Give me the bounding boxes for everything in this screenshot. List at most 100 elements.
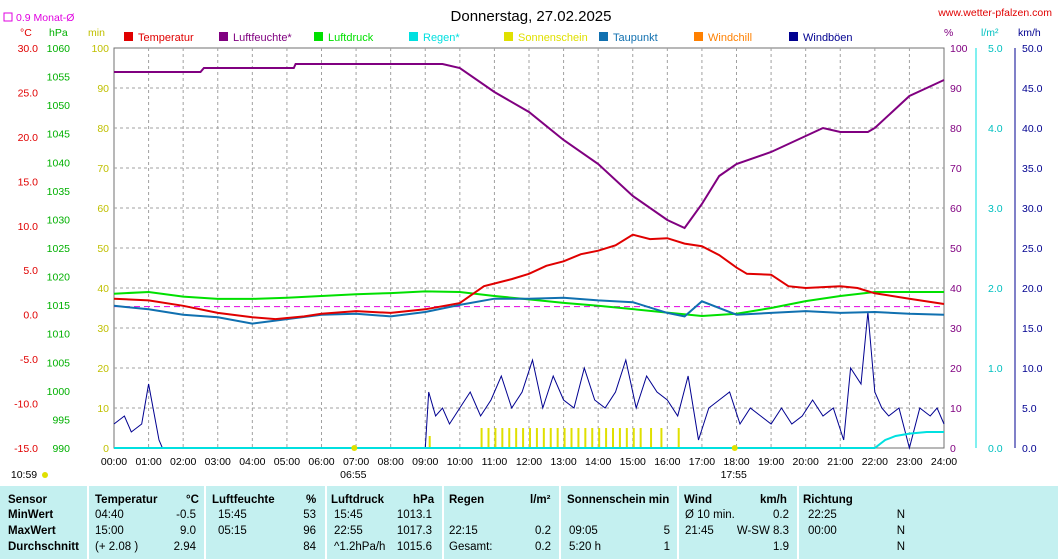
series-line-regen (114, 431, 944, 449)
chart-legend: Temperatur Luftfeuchte* Luftdruck Regen* Son… (124, 32, 853, 44)
sunshine-bar (625, 428, 628, 448)
press-tick: 1035 (47, 186, 71, 198)
stats-cell-dir-val: N (896, 525, 905, 537)
hum-tick: 100 (950, 43, 968, 55)
stats-header-sensor: Sensor (8, 494, 47, 506)
wind-tick: 50.0 (1022, 43, 1043, 55)
sun-tick: 60 (97, 203, 109, 215)
wind-tick: 30.0 (1022, 203, 1043, 215)
temp-tick: -5.0 (20, 354, 38, 366)
sunshine-bar (529, 428, 531, 448)
x-tick: 09:00 (412, 456, 438, 468)
sunshine-bar (556, 428, 559, 448)
stats-cell-press-val: 1015.6 (396, 541, 432, 553)
x-tick: 06:00 (308, 456, 334, 468)
press-tick: 1000 (47, 386, 71, 398)
temp-tick: 0.0 (23, 310, 38, 322)
legend-label: Windchill (708, 32, 752, 44)
sunshine-bar (584, 428, 587, 448)
wind-tick: 25.0 (1022, 243, 1043, 255)
stats-header-sun: Sonnenschein min (567, 494, 670, 506)
sunshine-bar (591, 428, 594, 448)
rain-tick: 1.0 (988, 363, 1003, 375)
stats-cell-dir-time: 22:25 (808, 509, 837, 521)
series-line-windben (113, 311, 945, 450)
chart-title: Donnerstag, 27.02.2025 (451, 8, 612, 25)
sunshine-bar (605, 428, 608, 448)
stats-cell-wind-val: 0.2 (773, 509, 789, 521)
site-link[interactable]: www.wetter-pfalzen.com (937, 7, 1052, 19)
stats-cell-sun-time: 09:05 (569, 525, 598, 537)
temp-tick: 30.0 (18, 43, 39, 55)
avg-legend-box (3, 12, 13, 22)
stats-cell-dir-time: 00:00 (808, 525, 837, 537)
series-line-temperatur (113, 233, 945, 321)
x-tick: 00:00 (101, 456, 127, 468)
x-tick: 14:00 (585, 456, 611, 468)
stats-cell-sun-time: 5:20 h (569, 541, 601, 553)
hum-tick: 10 (950, 403, 962, 415)
sunshine-bar (487, 428, 490, 448)
press-tick: 1015 (47, 300, 71, 312)
rain-tick: 3.0 (988, 203, 1003, 215)
x-tick: 17:00 (689, 456, 715, 468)
hum-tick: 20 (950, 363, 962, 375)
sunshine-bar (542, 428, 545, 448)
legend-label: Regen* (423, 32, 460, 44)
legend-label: Sonnenschein (518, 32, 588, 44)
wind-tick: 5.0 (1022, 403, 1037, 415)
avg-legend-label: 0.9 Monat-Ø (16, 12, 74, 24)
x-tick: 05:00 (274, 456, 300, 468)
sun-events: 10:59 06:55 17:55 (11, 445, 747, 481)
stats-cell-wind-time: Ø 10 min. (685, 509, 735, 521)
stats-cell-sun-val: 5 (663, 525, 670, 537)
press-tick: 1025 (47, 243, 71, 255)
series-line-luftfeuchte (114, 63, 945, 230)
stats-separator (559, 486, 561, 559)
hum-tick: 80 (950, 123, 962, 135)
x-tick: 16:00 (654, 456, 680, 468)
sunshine-bar (563, 428, 566, 448)
stats-cell-rain-val: 0.2 (535, 541, 551, 553)
stats-cell-hum-time: 15:45 (218, 509, 247, 521)
sun-tick: 0 (103, 443, 109, 455)
stats-header-dir: Richtung (803, 494, 853, 506)
stats-separator (87, 486, 89, 559)
sun-tick: 80 (97, 123, 109, 135)
wind-tick: 45.0 (1022, 83, 1043, 95)
stats-separator (204, 486, 206, 559)
stats-cell-temp-val: -0.5 (176, 509, 196, 521)
sunshine-bar (650, 428, 653, 448)
legend-swatch (789, 32, 798, 41)
stats-separator (797, 486, 799, 559)
x-tick: 08:00 (378, 456, 404, 468)
x-tick: 10:00 (447, 456, 473, 468)
x-tick: 15:00 (620, 456, 646, 468)
wind-tick: 20.0 (1022, 283, 1043, 295)
x-tick: 01:00 (135, 456, 161, 468)
sun-event-label: 10:59 (11, 469, 37, 481)
temp-tick: 25.0 (18, 87, 39, 99)
press-tick: 1040 (47, 157, 71, 169)
stats-cell-label: Durchschnitt (8, 541, 79, 553)
legend-label: Luftfeuchte* (233, 32, 292, 44)
press-tick: 1060 (47, 43, 71, 55)
stats-cell-hum-val: 84 (303, 541, 316, 553)
sunshine-bar (480, 428, 483, 448)
stats-cell-dir-val: N (896, 541, 905, 553)
press-tick: 1055 (47, 72, 71, 84)
rain-unit-label: l/m² (981, 27, 999, 39)
sunshine-bar (522, 428, 525, 448)
hum-tick: 0 (950, 443, 956, 455)
temp-tick: -10.0 (14, 399, 38, 411)
stats-cell-wind-time: 21:45 (685, 525, 714, 537)
legend-swatch (409, 32, 418, 41)
x-tick: 11:00 (482, 456, 508, 468)
x-tick: 20:00 (793, 456, 819, 468)
legend-label: Luftdruck (328, 32, 374, 44)
wind-tick: 10.0 (1022, 363, 1043, 375)
x-tick: 03:00 (205, 456, 231, 468)
hum-tick: 90 (950, 83, 962, 95)
stats-cell-wind-val: 1.9 (773, 541, 789, 553)
sun-tick: 50 (97, 243, 109, 255)
